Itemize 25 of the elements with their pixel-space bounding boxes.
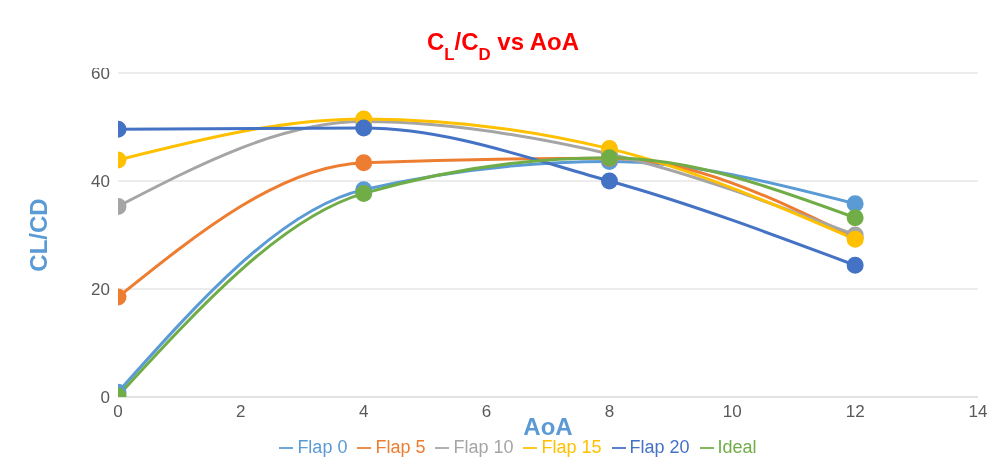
y-tick-label: 60 <box>91 64 110 84</box>
chart-title: C$_{L}$/C$_{D}$ vs AoA <box>426 28 580 64</box>
x-tick-label: 6 <box>481 402 492 422</box>
x-tick-label: 0 <box>113 402 123 422</box>
point <box>846 195 864 213</box>
x-tick-label: 2 <box>236 402 246 422</box>
point <box>600 172 618 190</box>
y-axis-title: CL/CD <box>24 198 52 272</box>
x-axis-title: AoA <box>523 413 573 440</box>
y-tick-label: 20 <box>91 280 110 300</box>
legend-label: Flap 10 <box>453 437 514 457</box>
y-tick-label: 0 <box>100 388 110 408</box>
point <box>846 209 864 227</box>
legend-label: Ideal <box>717 437 757 457</box>
x-tick-label: 10 <box>722 402 742 422</box>
legend-label: Flap 5 <box>375 437 426 457</box>
x-tick-label: 8 <box>604 402 615 422</box>
legend-label: Flap 15 <box>541 437 602 457</box>
x-tick-label: 14 <box>968 402 988 422</box>
x-tick-label: 12 <box>845 402 865 422</box>
point <box>846 256 864 274</box>
y-tick-label: 40 <box>91 172 110 192</box>
legend-label: Flap 0 <box>297 437 348 457</box>
x-tick-label: 4 <box>358 402 369 422</box>
legend-label: Flap 20 <box>629 437 690 457</box>
